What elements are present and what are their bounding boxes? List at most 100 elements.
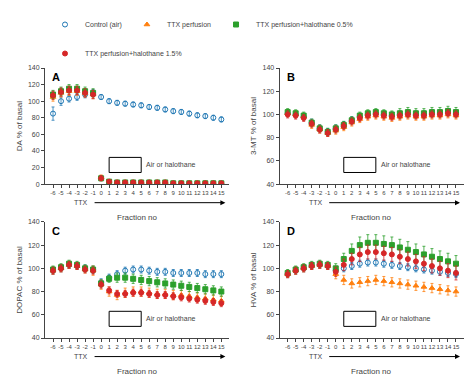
svg-text:9: 9 (172, 344, 176, 350)
svg-text:-1: -1 (325, 190, 331, 196)
svg-text:2: 2 (115, 344, 119, 350)
svg-text:-1: -1 (90, 344, 96, 350)
svg-text:-3: -3 (74, 344, 80, 350)
svg-text:8: 8 (398, 190, 402, 196)
svg-text:3: 3 (358, 190, 362, 196)
svg-text:80: 80 (266, 288, 274, 295)
svg-text:HVA % of basal: HVA % of basal (249, 252, 258, 307)
svg-text:11: 11 (421, 344, 428, 350)
svg-text:12: 12 (194, 190, 201, 196)
svg-text:-2: -2 (317, 190, 323, 196)
svg-text:1: 1 (107, 190, 111, 196)
svg-text:11: 11 (186, 344, 193, 350)
svg-text:5: 5 (140, 344, 144, 350)
svg-text:TTX: TTX (309, 199, 323, 206)
svg-text:40: 40 (32, 147, 40, 154)
svg-text:120: 120 (263, 242, 275, 249)
svg-text:D: D (287, 225, 295, 237)
svg-text:Control (air): Control (air) (85, 21, 122, 29)
svg-text:120: 120 (263, 88, 275, 95)
svg-text:10: 10 (178, 190, 185, 196)
svg-text:7: 7 (390, 344, 394, 350)
svg-text:15: 15 (218, 190, 225, 196)
svg-text:-6: -6 (50, 190, 56, 196)
svg-text:14: 14 (445, 344, 452, 350)
svg-text:7: 7 (156, 344, 160, 350)
svg-text:-3: -3 (309, 344, 315, 350)
svg-text:40: 40 (32, 334, 40, 341)
svg-text:TTX perfusion+halothane 0.5%: TTX perfusion+halothane 0.5% (256, 21, 353, 29)
svg-text:-2: -2 (82, 344, 88, 350)
svg-text:60: 60 (266, 311, 274, 318)
svg-text:Fraction no: Fraction no (117, 367, 158, 376)
svg-text:-5: -5 (293, 190, 299, 196)
svg-text:-4: -4 (66, 344, 72, 350)
svg-text:8: 8 (164, 344, 168, 350)
svg-text:5: 5 (140, 190, 144, 196)
svg-text:8: 8 (164, 190, 168, 196)
svg-text:0: 0 (334, 344, 338, 350)
svg-text:TTX: TTX (74, 353, 88, 360)
svg-text:13: 13 (202, 344, 209, 350)
svg-text:100: 100 (263, 111, 275, 118)
svg-text:6: 6 (382, 190, 386, 196)
svg-text:140: 140 (263, 64, 275, 71)
svg-text:2: 2 (115, 190, 119, 196)
svg-text:Air or halothane: Air or halothane (381, 161, 431, 168)
svg-text:-2: -2 (317, 344, 323, 350)
svg-text:-5: -5 (293, 344, 299, 350)
svg-text:140: 140 (28, 64, 40, 71)
svg-text:80: 80 (266, 134, 274, 141)
svg-text:15: 15 (453, 190, 460, 196)
svg-text:Air or halothane: Air or halothane (146, 315, 196, 322)
svg-text:A: A (52, 71, 60, 83)
svg-text:60: 60 (32, 311, 40, 318)
svg-text:9: 9 (172, 190, 176, 196)
svg-text:-6: -6 (50, 344, 56, 350)
svg-text:9: 9 (406, 344, 410, 350)
svg-text:-5: -5 (58, 344, 64, 350)
svg-text:120: 120 (28, 242, 40, 249)
svg-text:13: 13 (437, 344, 444, 350)
svg-text:20: 20 (32, 164, 40, 171)
svg-text:40: 40 (266, 334, 274, 341)
svg-text:5: 5 (374, 344, 378, 350)
svg-text:12: 12 (429, 190, 436, 196)
svg-text:1: 1 (342, 344, 346, 350)
svg-text:14: 14 (210, 344, 217, 350)
svg-text:-4: -4 (66, 190, 72, 196)
svg-text:-2: -2 (82, 190, 88, 196)
svg-text:TTX: TTX (74, 199, 88, 206)
svg-text:60: 60 (32, 131, 40, 138)
svg-text:TTX perfusion: TTX perfusion (167, 21, 211, 29)
svg-text:3: 3 (123, 190, 127, 196)
svg-text:Air or halothane: Air or halothane (381, 315, 431, 322)
svg-text:9: 9 (406, 190, 410, 196)
svg-text:5: 5 (374, 190, 378, 196)
svg-text:3-MT % of basal: 3-MT % of basal (249, 97, 258, 155)
svg-text:DOPAC % of basal: DOPAC % of basal (15, 246, 24, 314)
svg-text:14: 14 (210, 190, 217, 196)
svg-text:-4: -4 (301, 190, 307, 196)
svg-text:4: 4 (366, 190, 370, 196)
svg-text:10: 10 (178, 344, 185, 350)
svg-text:-3: -3 (74, 190, 80, 196)
svg-text:140: 140 (28, 218, 40, 225)
svg-text:TTX perfusion+halothane 1.5%: TTX perfusion+halothane 1.5% (85, 50, 182, 58)
svg-text:-1: -1 (325, 344, 331, 350)
svg-text:-6: -6 (285, 344, 291, 350)
svg-text:Fraction no: Fraction no (351, 367, 392, 376)
svg-text:-4: -4 (301, 344, 307, 350)
svg-text:-6: -6 (285, 190, 291, 196)
svg-text:120: 120 (28, 81, 40, 88)
svg-text:0: 0 (36, 181, 40, 188)
svg-text:100: 100 (28, 265, 40, 272)
svg-text:0: 0 (99, 344, 103, 350)
svg-text:2: 2 (350, 344, 354, 350)
svg-text:6: 6 (148, 190, 152, 196)
svg-text:B: B (287, 71, 295, 83)
svg-text:-3: -3 (309, 190, 315, 196)
svg-text:15: 15 (218, 344, 225, 350)
svg-text:7: 7 (156, 190, 160, 196)
svg-text:-1: -1 (90, 190, 96, 196)
